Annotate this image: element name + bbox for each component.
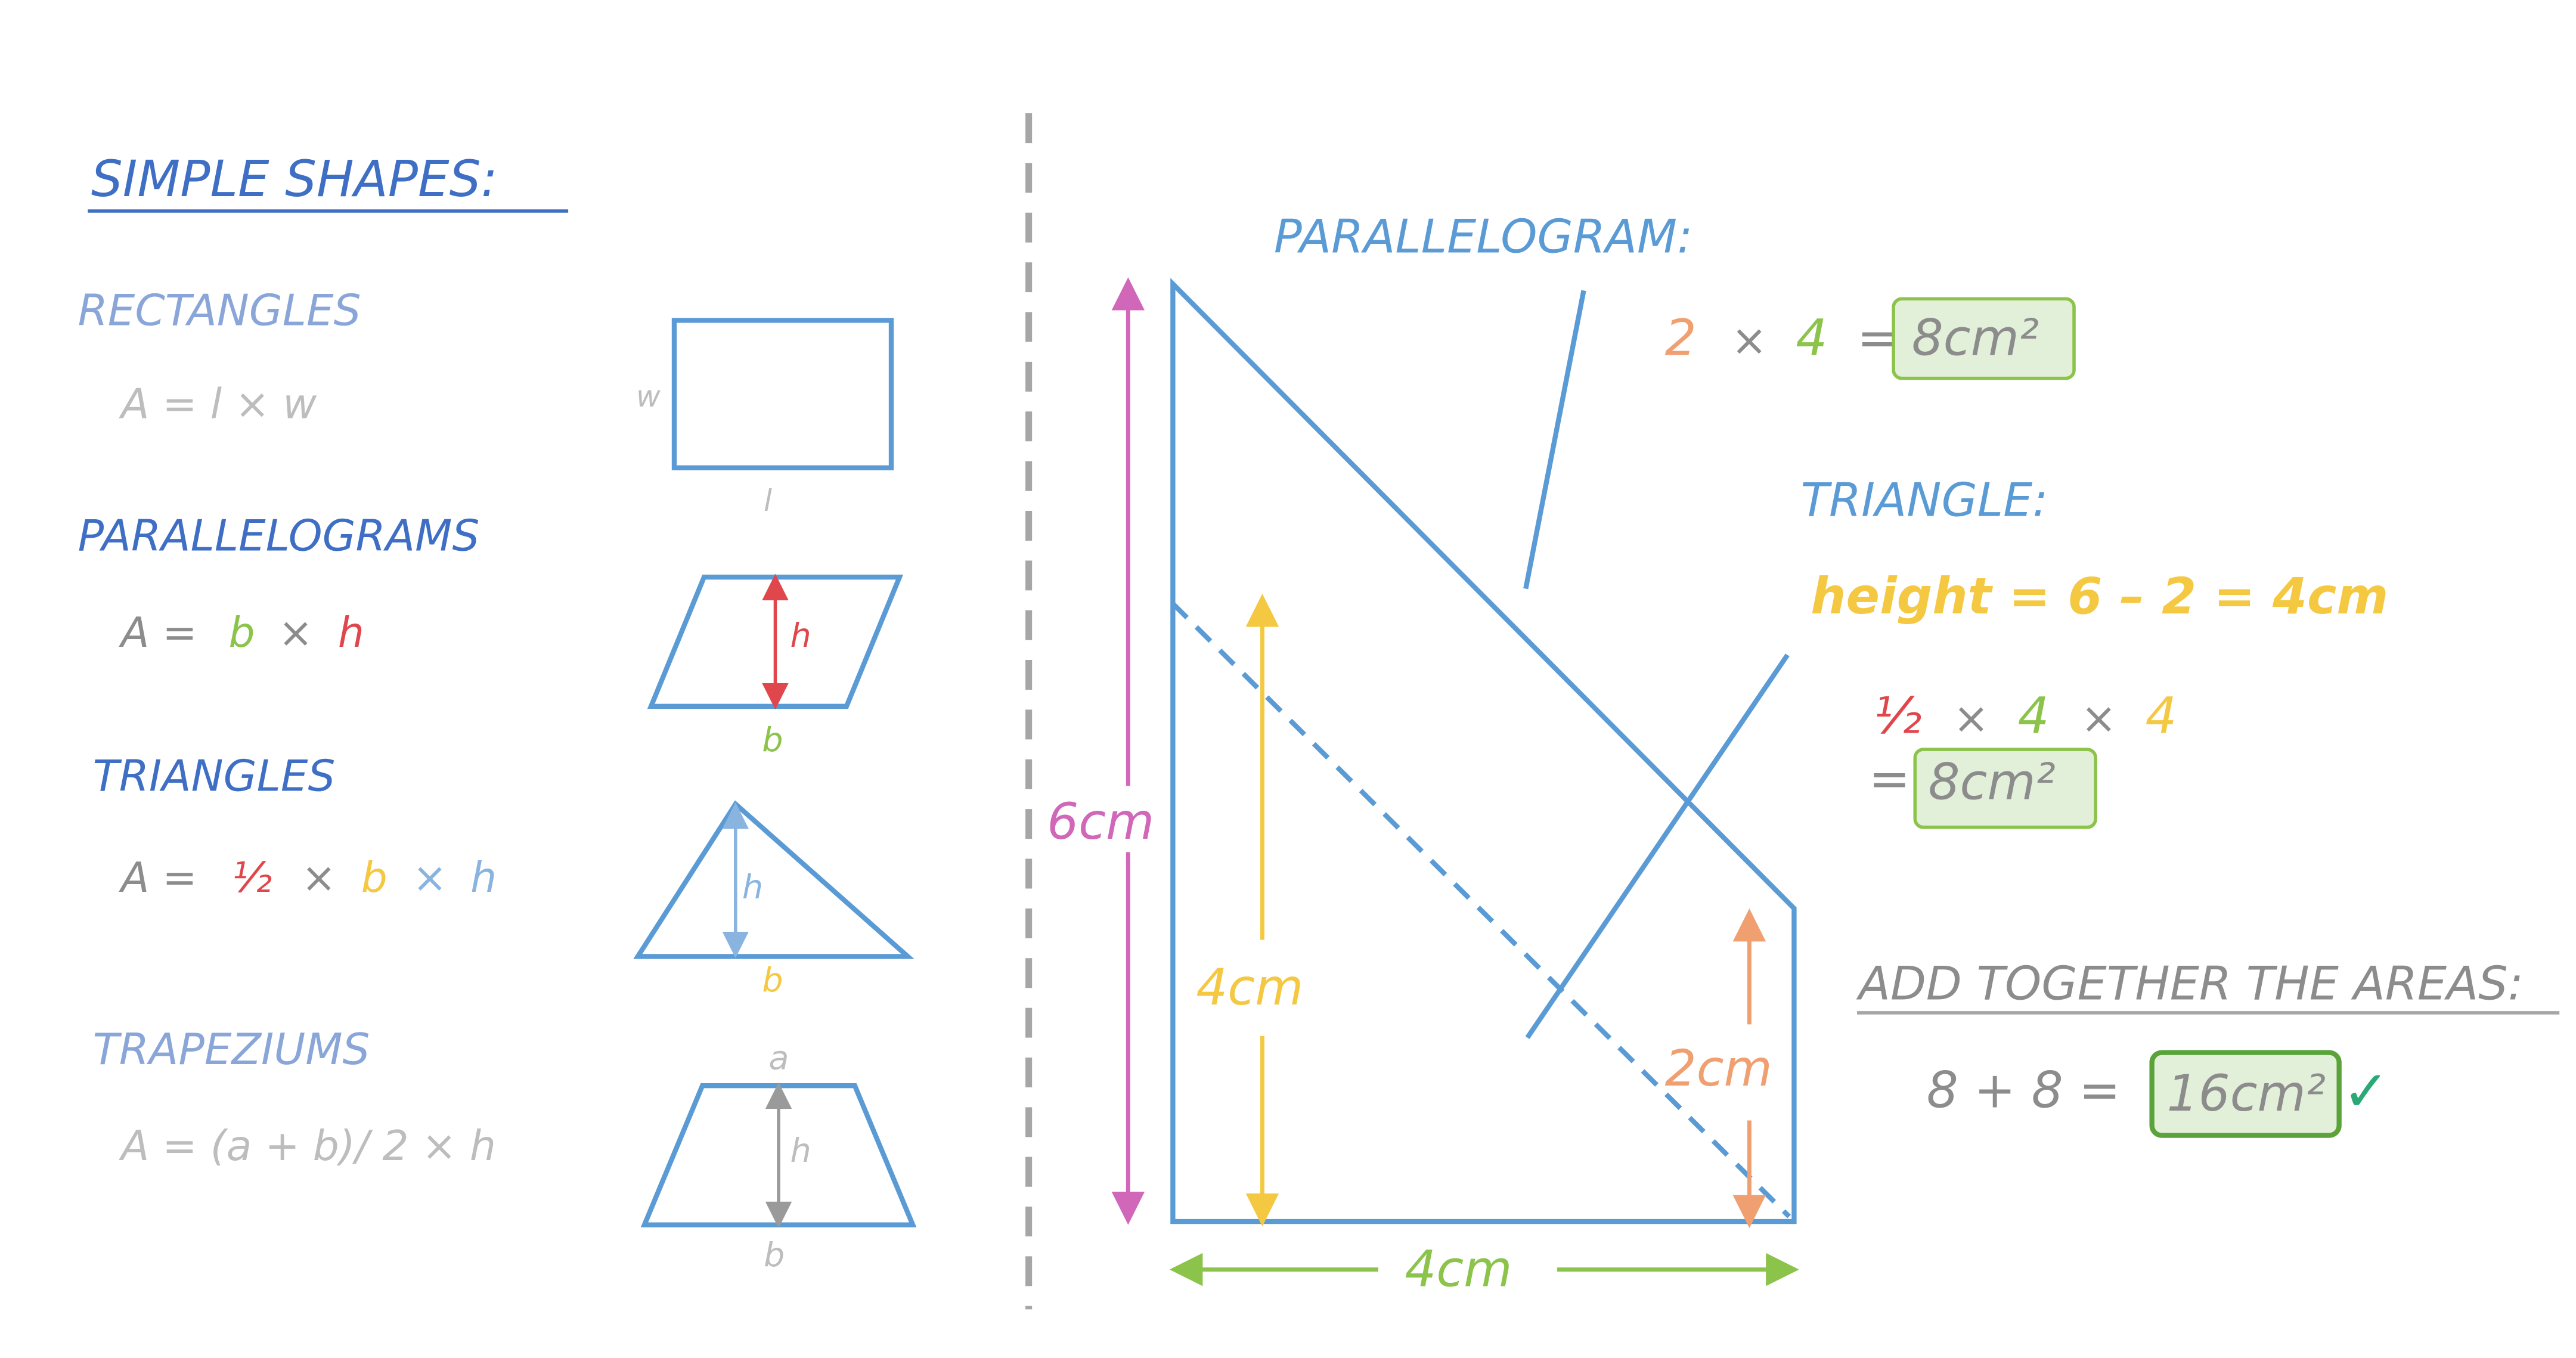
trapezium-shape (640, 1083, 917, 1227)
triangle-dashed-divider (1171, 602, 1791, 1219)
triangle-result-box (1913, 748, 2097, 829)
triangle-calc-eq: = (1868, 750, 1910, 808)
rectangle-shape (671, 318, 894, 470)
total-result-box (2149, 1050, 2342, 1138)
triangle-result: 8cm² (1928, 753, 2055, 811)
height-6-label: 6cm (1047, 793, 1154, 851)
parallelogram-title: PARALLELOGRAM: (1274, 210, 1692, 263)
parallelogram-result: 8cm² (1912, 309, 2039, 367)
parallelogram-label-b: b (762, 721, 783, 759)
triangle-calc-x2: × (2081, 693, 2117, 743)
triangles-formula-b: b (361, 854, 388, 902)
triangle-label-b: b (762, 961, 783, 1000)
parallelograms-formula: A = b × h (119, 609, 364, 657)
triangle-label-h: h (742, 868, 763, 907)
triangles-formula-a: A = (119, 854, 197, 902)
heading: SIMPLE SHAPES: (91, 150, 498, 208)
parallelogram-calc-x: × (1731, 316, 1768, 366)
trapeziums-formula: A = (a + b)/ 2 × h (119, 1123, 496, 1170)
parallelogram-pointer (1523, 290, 1586, 590)
parallelograms-formula-a: A = (119, 609, 197, 657)
triangle-calc-4a: 4 (2018, 687, 2050, 745)
check-icon: ✓ (2342, 1059, 2389, 1124)
right-panel: 6cm 4cm 2cm 4cm PARALLELOGRAM: 2 × 4 = 8… (1047, 210, 2560, 1298)
parallelogram-calc-2: 2 (1665, 309, 1697, 367)
triangle-height-line: height = 6 – 2 = 4cm (1811, 568, 2388, 625)
composite-shape (1170, 278, 1797, 1224)
total-result: 16cm² (2167, 1065, 2326, 1123)
triangles-formula-h: h (470, 854, 497, 902)
height-4-label: 4cm (1196, 959, 1303, 1016)
triangles-formula-x2: × (413, 854, 447, 902)
parallelograms-formula-h: h (338, 609, 364, 657)
parallelogram-result-box (1892, 297, 2076, 380)
parallelogram-calc-eq: = (1857, 309, 1899, 367)
trapezium-label-a: a (768, 1038, 789, 1077)
rectangles-formula: A = l × w (119, 380, 317, 428)
triangles-formula-half: ½ (232, 854, 272, 902)
triangle-calc-x1: × (1953, 693, 1989, 743)
rectangle-label-l: l (764, 483, 772, 518)
parallelograms-title: PARALLELOGRAMS (78, 511, 480, 562)
triangle-calc-4b: 4 (2146, 687, 2177, 745)
height-2-label: 2cm (1665, 1040, 1772, 1097)
left-panel: SIMPLE SHAPES: RECTANGLES A = l × w w l … (78, 150, 917, 1275)
triangle-title: TRIANGLE: (1801, 473, 2048, 527)
trapezium-label-h: h (790, 1131, 811, 1170)
total-title: ADD TOGETHER THE AREAS: (1856, 957, 2524, 1011)
rectangles-title: RECTANGLES (78, 286, 361, 336)
triangles-formula-x1: × (302, 854, 336, 902)
parallelograms-formula-b: b (228, 609, 255, 657)
triangle-shape (633, 800, 915, 959)
parallelograms-formula-x: × (278, 609, 313, 657)
parallelogram-calc-4: 4 (1796, 309, 1827, 367)
total-calc: 8 + 8 = (1927, 1061, 2121, 1119)
width-4-label: 4cm (1405, 1240, 1512, 1298)
trapeziums-title: TRAPEZIUMS (93, 1025, 370, 1075)
parallelogram-shape (647, 574, 904, 709)
rectangle-label-w: w (636, 379, 661, 414)
triangle-calc-half: ½ (1874, 687, 1922, 745)
trapezium-label-b: b (764, 1236, 785, 1275)
triangles-title: TRIANGLES (93, 752, 336, 802)
height-6-label-bg (1047, 786, 1167, 852)
triangle-pointer (1525, 653, 1790, 1039)
parallelogram-label-h: h (790, 616, 811, 655)
triangles-formula: A = ½ × b × h (119, 854, 497, 902)
